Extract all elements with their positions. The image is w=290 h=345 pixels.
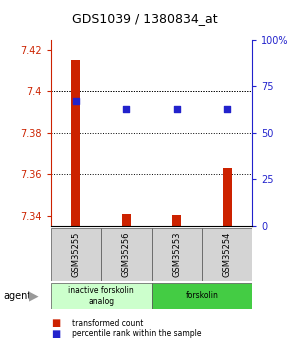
Bar <box>202 228 252 281</box>
Bar <box>51 228 101 281</box>
Text: forskolin: forskolin <box>186 291 218 300</box>
Text: GDS1039 / 1380834_at: GDS1039 / 1380834_at <box>72 12 218 25</box>
Bar <box>101 228 152 281</box>
Bar <box>222 168 232 226</box>
Bar <box>122 214 131 226</box>
Text: inactive forskolin
analog: inactive forskolin analog <box>68 286 134 306</box>
Text: ■: ■ <box>51 329 60 339</box>
Text: GSM35253: GSM35253 <box>172 232 181 277</box>
Bar <box>172 215 181 226</box>
Text: transformed count: transformed count <box>72 319 144 328</box>
Bar <box>71 60 81 226</box>
Text: GSM35256: GSM35256 <box>122 232 131 277</box>
Point <box>225 106 229 111</box>
Text: GSM35254: GSM35254 <box>223 232 232 277</box>
Point <box>174 106 179 111</box>
Text: ■: ■ <box>51 318 60 328</box>
Text: percentile rank within the sample: percentile rank within the sample <box>72 329 202 338</box>
Text: ▶: ▶ <box>28 289 38 302</box>
Bar <box>152 283 252 309</box>
Point <box>124 106 129 111</box>
Point <box>74 98 78 104</box>
Text: agent: agent <box>3 291 31 301</box>
Bar <box>51 283 152 309</box>
Text: GSM35255: GSM35255 <box>71 232 80 277</box>
Bar <box>152 228 202 281</box>
